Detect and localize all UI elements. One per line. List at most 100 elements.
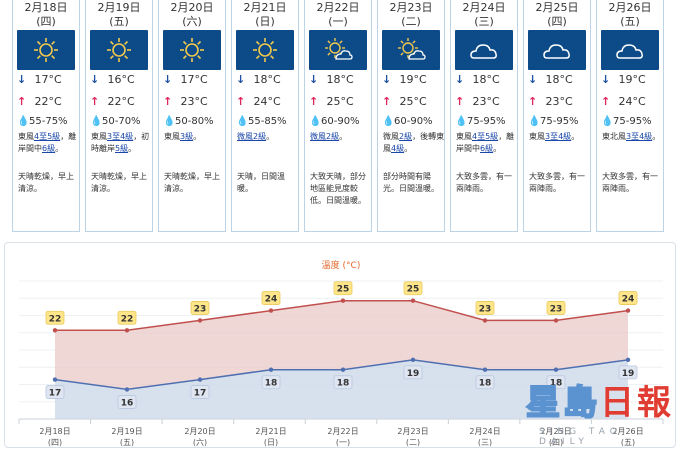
brand-subtitle: SING TAO DAILY	[539, 427, 622, 447]
min-temp-point-label-bg	[618, 365, 638, 380]
chart-title: 溫度 (°C)	[322, 259, 361, 271]
x-tick-label-date: 2月23日	[397, 427, 428, 436]
wind-text-part[interactable]: 2級	[399, 132, 413, 141]
day-card: 2月21日 (日) ↓ 18°C ↑ 24°C 💧55-85% 微風2級。 天晴…	[231, 0, 299, 232]
min-temp-point-label: 19	[622, 369, 635, 379]
day-card: 2月20日 (六) ↓ 17°C ↑ 23°C 💧50-80% 東風3級。 天晴…	[158, 0, 226, 232]
max-temp-point-label: 23	[550, 304, 563, 314]
wind-text-part[interactable]: 微風	[237, 132, 253, 141]
min-temp-point-point	[124, 387, 130, 392]
weather-icon-box	[455, 30, 513, 70]
wind-text-part: ，	[60, 132, 69, 141]
day-weekday: (五)	[109, 15, 129, 28]
min-temp-point-point	[52, 377, 58, 382]
humidity: 55-75%	[29, 116, 68, 127]
max-temp-point-label: 25	[407, 285, 420, 295]
max-temp-point-label-bg	[618, 291, 638, 305]
min-temp: 18°C	[253, 73, 281, 86]
min-temp-point-point	[553, 367, 559, 372]
max-temp-point-label-bg	[546, 301, 566, 315]
max-temp-point-point	[52, 328, 58, 333]
max-temp-point-label: 23	[194, 304, 207, 314]
max-temp-point-label-bg	[261, 291, 281, 305]
weather-description: 部分時間有陽光。日間溫暖。	[383, 172, 439, 193]
x-tick-label-weekday: (三)	[478, 438, 492, 447]
wind-text-part: ，初時離岸	[91, 132, 150, 153]
droplet-icon: 💧	[309, 116, 322, 127]
day-weekday: (四)	[36, 15, 56, 28]
wind-text-part[interactable]: 5級	[115, 144, 129, 153]
wind-text-part[interactable]: 3級	[180, 132, 194, 141]
x-tick-label-weekday: (四)	[48, 438, 62, 447]
day-weekday: (一)	[328, 15, 348, 28]
min-temp-point-label-bg	[546, 375, 566, 390]
x-tick-label-weekday: (一)	[336, 438, 350, 447]
min-temp-line: ↓ 18°C	[309, 73, 354, 87]
max-temp-line: ↑ 23°C	[528, 95, 573, 109]
wind-text-part: 東風	[456, 132, 472, 141]
min-temp-point-label-bg	[117, 395, 137, 409]
humidity: 50-80%	[175, 116, 214, 127]
weather-description: 天晴乾燥，早上清涼。	[164, 172, 220, 193]
wind-text-part[interactable]: 4至5級	[472, 132, 499, 141]
wind-text-part[interactable]: 2級	[326, 132, 340, 141]
min-temp-point-label: 18	[337, 379, 350, 389]
wind-text: 微風2級，後轉東風4級。	[383, 131, 445, 155]
brand-glyph: 星	[525, 382, 561, 424]
arrow-up-icon: ↑	[236, 95, 246, 108]
min-temp-line: ↓ 18°C	[455, 73, 500, 87]
droplet-icon: 💧	[455, 116, 468, 127]
day-date: 2月23日	[389, 1, 433, 14]
wind-text: 東風4至5級，離岸間中6級。	[18, 131, 80, 155]
droplet-icon: 💧	[236, 116, 249, 127]
x-tick-label-weekday: (五)	[120, 438, 134, 447]
wind-text-part[interactable]: 6級	[42, 144, 56, 153]
wind-text-part[interactable]: 3至4級	[626, 132, 653, 141]
max-temp-point-point	[482, 318, 488, 323]
wind-text-part[interactable]: 4級	[391, 144, 405, 153]
humidity: 75-95%	[540, 116, 579, 127]
max-temp: 25°C	[326, 95, 354, 108]
max-temp-point-label-bg	[333, 281, 353, 296]
weather-icon-box	[528, 30, 586, 70]
wind-text-part: 離岸間中	[18, 132, 77, 153]
wind-text-part[interactable]: 2級	[253, 132, 267, 141]
x-tick-label-weekday: (日)	[264, 438, 278, 447]
day-weekday: (日)	[255, 15, 275, 28]
humidity-line: 💧55-85%	[236, 115, 287, 129]
wind-text-part: 。	[493, 144, 502, 153]
weather-icon-box	[382, 30, 440, 70]
arrow-up-icon: ↑	[163, 95, 173, 108]
max-temp: 23°C	[545, 95, 573, 108]
wind-text-part[interactable]: 微風	[310, 132, 326, 141]
wind-text-part[interactable]: 4至5級	[34, 132, 61, 141]
max-temp-point-point	[197, 318, 203, 323]
weather-icon-box	[17, 30, 75, 70]
weather-icon-box	[163, 30, 221, 70]
max-temp: 23°C	[180, 95, 208, 108]
day-card: 2月19日 (五) ↓ 16°C ↑ 22°C 💧50-70% 東風3至4級，初…	[85, 0, 153, 232]
wind-text-part[interactable]: 3至4級	[107, 132, 134, 141]
wind-text-part: 。	[55, 144, 64, 153]
day-card: 2月25日 (四) ↓ 18°C ↑ 23°C 💧75-95% 東風3至4級。 …	[523, 0, 591, 232]
min-temp-point-point	[410, 357, 416, 363]
wind-text-part: 東風	[91, 132, 107, 141]
day-card: 2月18日 (四) ↓ 17°C ↑ 22°C 💧55-75% 東風4至5級，離…	[12, 0, 80, 232]
min-temp-point-label-bg	[190, 385, 210, 399]
wind-text-part[interactable]: 3至4級	[545, 132, 572, 141]
day-date: 2月24日	[462, 1, 506, 14]
min-temp-line: ↓ 17°C	[163, 73, 208, 87]
day-card: 2月23日 (二) ↓ 19°C ↑ 25°C 💧60-90% 微風2級，後轉東…	[377, 0, 445, 232]
max-temp-point-label: 22	[121, 314, 134, 324]
wind-text: 東風3級。	[164, 131, 226, 143]
min-temp-line: ↓ 19°C	[382, 73, 427, 87]
droplet-icon: 💧	[90, 116, 103, 127]
wind-text-part[interactable]: 6級	[480, 144, 494, 153]
x-tick-label-weekday: (六)	[193, 437, 207, 447]
max-temp-line: ↑ 24°C	[236, 95, 281, 109]
min-temp-line: ↓ 17°C	[17, 73, 62, 87]
arrow-up-icon: ↑	[601, 95, 611, 108]
min-temp-point-label: 17	[49, 389, 62, 399]
wind-text: 東風3至4級。	[529, 131, 591, 143]
wind-text-part: 。	[266, 132, 275, 141]
